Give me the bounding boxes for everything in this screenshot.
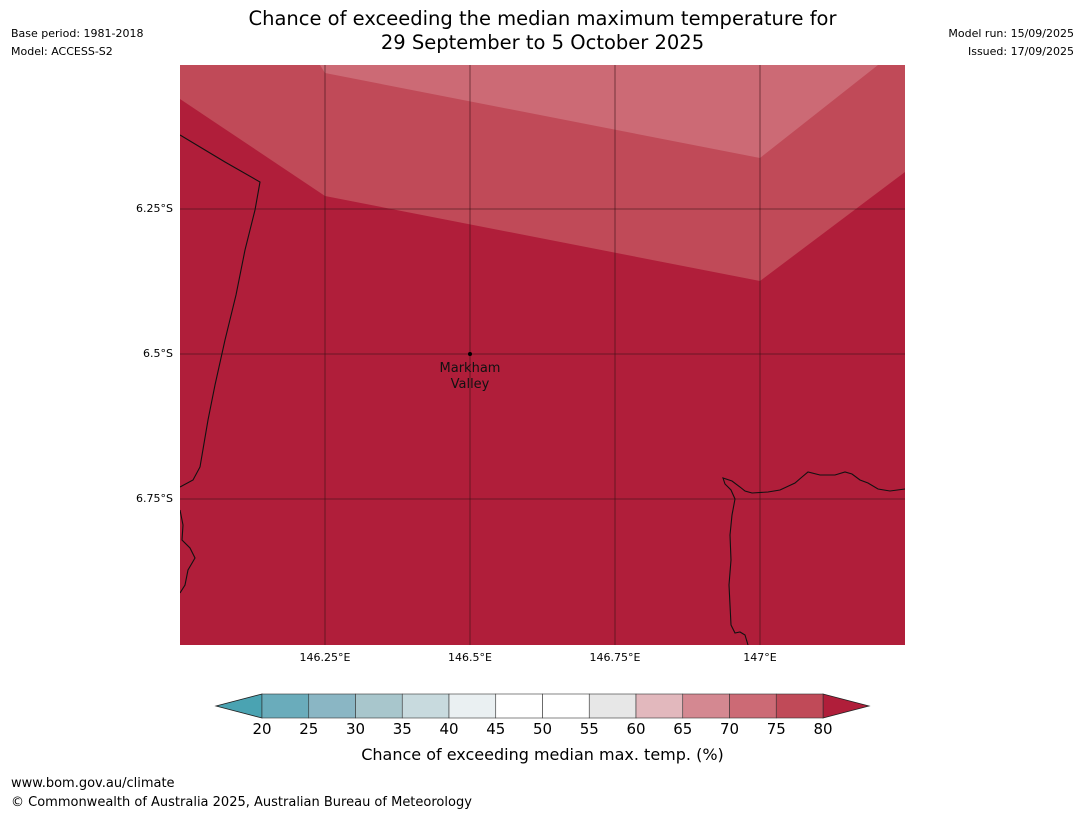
colorbar-segment bbox=[682, 693, 730, 719]
colorbar-tick-label: 70 bbox=[719, 720, 740, 738]
colorbar-tick-label: 40 bbox=[439, 720, 459, 738]
colorbar-tick-label: 45 bbox=[486, 720, 506, 738]
markham-valley-marker bbox=[468, 352, 472, 356]
footer-url: www.bom.gov.au/climate bbox=[11, 776, 175, 791]
colorbar-segment bbox=[588, 693, 637, 719]
colorbar-segment bbox=[308, 693, 356, 719]
lat-tick-label: 6.75°S bbox=[136, 492, 173, 505]
colorbar-tick-label: 80 bbox=[813, 720, 833, 738]
colorbar-tick-label: 65 bbox=[673, 720, 693, 738]
model-text: Model: ACCESS-S2 bbox=[11, 45, 113, 58]
colorbar-tick-label: 75 bbox=[766, 720, 786, 738]
colorbar-tick-label: 50 bbox=[532, 720, 553, 738]
lon-tick-label: 147°E bbox=[743, 651, 777, 664]
colorbar-under-arrow bbox=[214, 693, 263, 719]
colorbar-tick-label: 55 bbox=[579, 720, 599, 738]
lat-tick-label: 6.25°S bbox=[136, 202, 173, 215]
colorbar-over-arrow bbox=[822, 693, 871, 719]
lon-tick-label: 146.5°E bbox=[448, 651, 492, 664]
colorbar-tick-label: 20 bbox=[252, 720, 272, 738]
colorbar-segment bbox=[495, 693, 543, 719]
metadata-right: Model run: 15/09/2025 Issued: 17/09/2025 bbox=[948, 25, 1074, 61]
colorbar-segment bbox=[261, 693, 310, 719]
colorbar-segment bbox=[355, 693, 403, 719]
metadata-left: Base period: 1981-2018 Model: ACCESS-S2 bbox=[11, 25, 143, 61]
footer-copyright: © Commonwealth of Australia 2025, Austra… bbox=[11, 795, 472, 810]
colorbar-segment bbox=[729, 693, 777, 719]
colorbar-segment bbox=[635, 693, 684, 719]
colorbar-tick-label: 25 bbox=[299, 720, 319, 738]
place-label-line-2: Valley bbox=[451, 377, 490, 392]
gridlines bbox=[180, 65, 905, 645]
probability-band-65-70 bbox=[320, 65, 878, 158]
place-label-line-1: Markham bbox=[440, 361, 501, 376]
lon-tick-label: 146.75°E bbox=[589, 651, 641, 664]
footer: www.bom.gov.au/climate © Commonwealth of… bbox=[11, 774, 472, 812]
colorbar-segment bbox=[775, 693, 824, 719]
colorbar-segment bbox=[401, 693, 450, 719]
colorbar-label: Chance of exceeding median max. temp. (%… bbox=[361, 745, 724, 764]
base-period-text: Base period: 1981-2018 bbox=[11, 27, 144, 40]
title-line-1: Chance of exceeding the median maximum t… bbox=[248, 7, 837, 30]
map-title: Chance of exceeding the median maximum t… bbox=[0, 7, 1085, 55]
colorbar-segment bbox=[542, 693, 590, 719]
issued-text: Issued: 17/09/2025 bbox=[967, 45, 1074, 58]
coastlines bbox=[180, 134, 905, 645]
colorbar-tick-label: 60 bbox=[626, 720, 646, 738]
colorbar-segment bbox=[448, 693, 497, 719]
lat-tick-label: 6.5°S bbox=[143, 347, 173, 360]
model-run-text: Model run: 15/09/2025 bbox=[948, 27, 1074, 40]
colorbar-tick-label: 30 bbox=[345, 720, 366, 738]
title-line-2: 29 September to 5 October 2025 bbox=[380, 31, 705, 54]
lon-tick-label: 146.25°E bbox=[299, 651, 351, 664]
colorbar-tick-label: 35 bbox=[392, 720, 412, 738]
